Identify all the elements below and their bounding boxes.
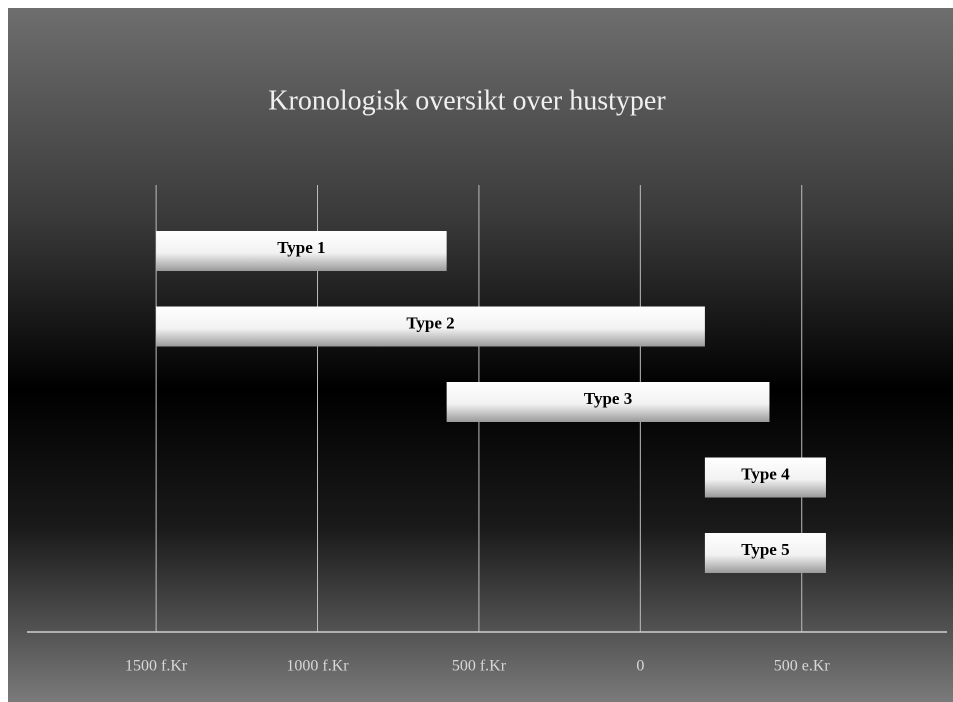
bar-label: Type 2 bbox=[406, 313, 454, 332]
bar-label: Type 4 bbox=[741, 464, 790, 483]
bar bbox=[704, 457, 826, 498]
x-tick-label: 1000 f.Kr bbox=[286, 658, 349, 675]
bar-label: Type 5 bbox=[741, 540, 789, 559]
bar-label: Type 3 bbox=[584, 389, 632, 408]
x-tick-label: 500 e.Kr bbox=[774, 658, 831, 675]
bar bbox=[156, 306, 705, 347]
bar-label: Type 1 bbox=[277, 238, 325, 257]
x-tick-label: 1500 f.Kr bbox=[125, 658, 188, 675]
chart-title: Kronologisk oversikt over hustyper bbox=[268, 85, 666, 116]
bar bbox=[156, 231, 447, 271]
bar bbox=[704, 533, 826, 573]
x-tick-label: 0 bbox=[636, 658, 644, 675]
bar bbox=[446, 382, 770, 422]
background bbox=[8, 8, 953, 702]
x-tick-label: 500 f.Kr bbox=[452, 658, 507, 675]
